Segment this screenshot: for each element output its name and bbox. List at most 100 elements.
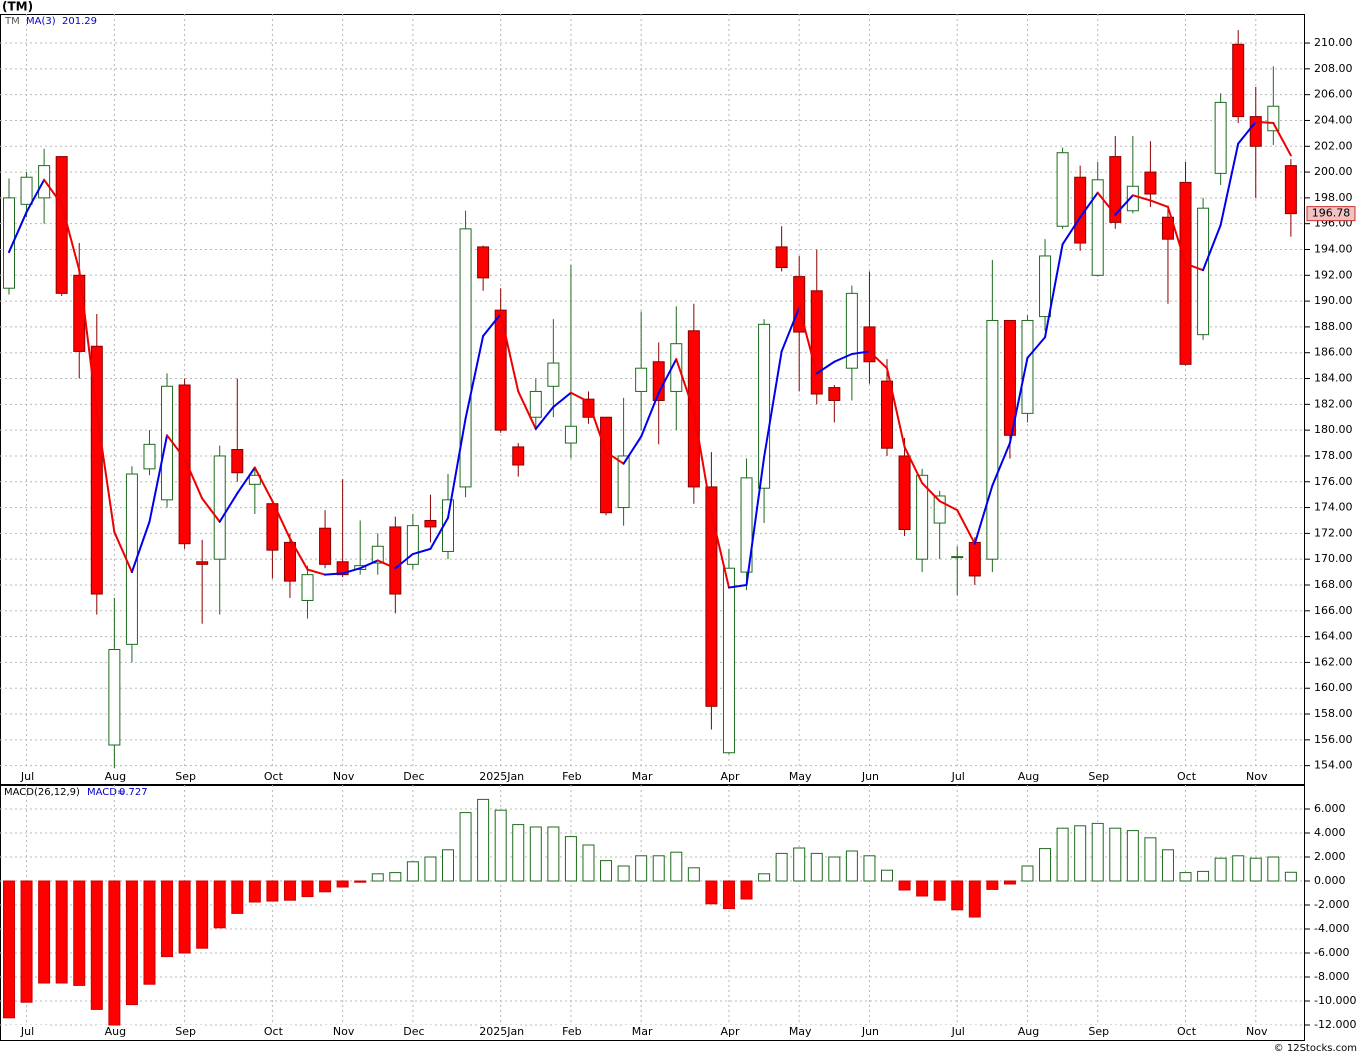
macd-bar — [459, 812, 472, 882]
x-label-bg — [8, 1025, 47, 1038]
x-label-bg — [1237, 1025, 1276, 1038]
candle-body — [722, 567, 735, 754]
x-label-bg — [623, 770, 662, 783]
candle-body — [1197, 207, 1210, 336]
last-price-label: 196.78 — [1312, 207, 1351, 220]
ma-segment — [622, 435, 643, 465]
candle-body — [1074, 176, 1087, 244]
x-label-bg — [1167, 770, 1206, 783]
macd-bar — [1091, 822, 1104, 882]
candle-body — [1126, 185, 1139, 212]
y-tick-label: 180.00 — [1314, 423, 1353, 436]
candle-body — [406, 525, 419, 565]
x-tick-label: Apr — [720, 770, 740, 783]
candle-body — [178, 384, 191, 545]
ma-segment — [903, 445, 924, 485]
macd-bar — [1126, 830, 1139, 882]
macd-bar — [1249, 857, 1262, 882]
candle-body — [459, 228, 472, 488]
x-tick-label: Feb — [562, 1025, 581, 1038]
candle-body — [231, 449, 244, 474]
candle-body — [986, 319, 999, 560]
x-label-bg — [710, 770, 749, 783]
macd-bar — [898, 880, 911, 891]
ma-segment — [113, 531, 133, 574]
x-tick-label: Aug — [105, 770, 126, 783]
macd-bar — [881, 869, 893, 882]
x-label-bg — [254, 1025, 293, 1038]
macd-bar — [248, 880, 261, 903]
y-tick-label: 156.00 — [1314, 733, 1353, 746]
macd-bar — [1267, 856, 1280, 882]
candle-body — [1056, 152, 1069, 227]
x-label-bg — [482, 770, 521, 783]
y-tick-label: 4.000 — [1314, 826, 1346, 839]
x-tick-label: Jul — [951, 1025, 965, 1038]
macd-bar — [1021, 865, 1034, 882]
y-tick-label: 2.000 — [1314, 850, 1346, 863]
candle-body — [1284, 165, 1297, 215]
macd-bar — [600, 860, 613, 882]
ma-segment — [447, 417, 467, 519]
macd-bar — [266, 880, 279, 902]
x-label-bg — [1237, 770, 1276, 783]
candle-body — [582, 398, 595, 418]
page-title: (TM) — [2, 0, 33, 14]
candle-body — [617, 455, 630, 509]
ma-segment — [1254, 120, 1275, 125]
ma-segment — [552, 391, 572, 408]
y-tick-label: 168.00 — [1314, 578, 1353, 591]
y-tick-label: 210.00 — [1314, 36, 1353, 49]
macd-bar — [494, 809, 507, 882]
ma-segment — [130, 520, 151, 574]
x-tick-label: Jun — [861, 770, 879, 783]
candle-body — [845, 292, 858, 369]
ma-segment — [218, 492, 239, 523]
ma-segment — [1079, 191, 1099, 219]
y-tick-label: 206.00 — [1314, 88, 1353, 101]
ma-segment — [657, 358, 678, 394]
ma-segment — [271, 500, 291, 540]
macd-bar — [512, 824, 525, 882]
candle-body — [810, 290, 823, 395]
macd-bar — [758, 873, 771, 882]
ma-segment — [1061, 216, 1082, 246]
macd-legend-prefix: MACD= — [87, 787, 125, 798]
y-tick-label: 154.00 — [1314, 759, 1353, 772]
candle-body — [283, 541, 296, 582]
ma-segment — [95, 411, 116, 534]
y-tick-label: 176.00 — [1314, 475, 1353, 488]
macd-bar — [1197, 870, 1210, 882]
candle-body — [968, 541, 981, 577]
macd-bar — [1074, 825, 1087, 882]
x-tick-label: Nov — [333, 1025, 355, 1038]
y-tick-label: 158.00 — [1314, 707, 1353, 720]
ma-segment — [1184, 262, 1205, 272]
ma-segment — [1114, 194, 1134, 216]
credit: © 12Stocks.com — [1274, 1043, 1357, 1054]
x-tick-label: Sep — [175, 770, 196, 783]
candle-body — [1179, 181, 1192, 365]
y-tick-label: -6.000 — [1314, 946, 1349, 959]
ma-segment — [25, 178, 46, 214]
x-label-bg — [166, 1025, 205, 1038]
candle-body — [20, 176, 33, 205]
y-tick-label: 170.00 — [1314, 552, 1353, 565]
candle-body — [740, 477, 753, 573]
macd-bar — [90, 880, 103, 1010]
candle-body — [1249, 116, 1262, 147]
y-tick-label: -8.000 — [1314, 970, 1349, 983]
ma-segment — [1008, 356, 1029, 445]
y-tick-label: 178.00 — [1314, 449, 1353, 462]
macd-bar — [178, 880, 191, 954]
macd-bar — [810, 852, 823, 882]
y-tick-label: 182.00 — [1314, 397, 1353, 410]
x-tick-label: Sep — [175, 1025, 196, 1038]
macd-bar — [845, 850, 858, 882]
price-panel-frame — [0, 14, 1305, 785]
ma-segment — [1131, 194, 1152, 202]
ma-segment — [288, 537, 309, 571]
x-label-bg — [96, 770, 135, 783]
x-label-bg — [1009, 770, 1048, 783]
